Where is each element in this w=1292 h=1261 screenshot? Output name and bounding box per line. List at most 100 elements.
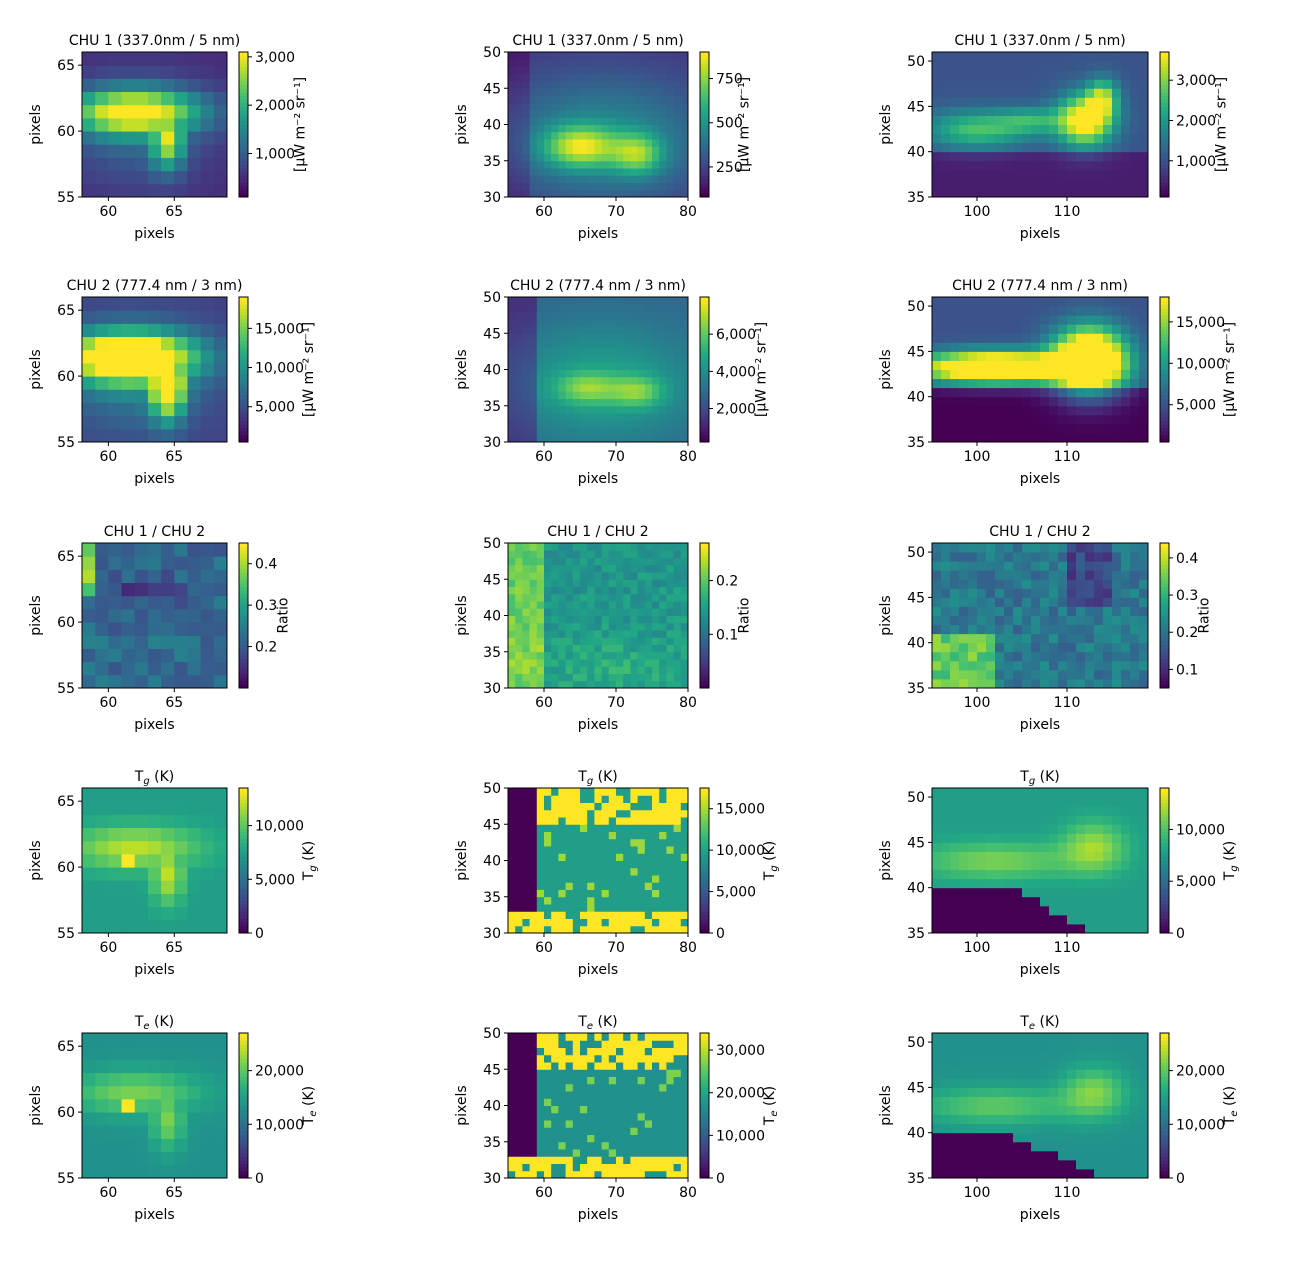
colorbar-segment: [700, 398, 709, 403]
heatmap-cell: [1013, 324, 1023, 334]
heatmap-cell: [623, 376, 631, 385]
heatmap-cell: [1004, 351, 1014, 361]
heatmap-cell: [1058, 306, 1068, 316]
heatmap-cell: [200, 827, 215, 842]
heatmap-cell: [1103, 333, 1113, 343]
heatmap-cell: [1031, 70, 1041, 80]
heatmap-cell: [1004, 52, 1014, 62]
heatmap-cell: [1139, 815, 1149, 825]
heatmap-cell: [587, 622, 595, 631]
heatmap-cell: [623, 579, 631, 587]
heatmap-cell: [1094, 633, 1104, 644]
heatmap-cell: [587, 420, 595, 428]
colorbar-tick-label: 5,000: [255, 400, 295, 416]
heatmap-cell: [515, 824, 523, 832]
heatmap-cell: [174, 1046, 188, 1060]
heatmap-cell: [565, 384, 574, 392]
heatmap-cell: [623, 622, 631, 631]
heatmap-cell: [134, 336, 149, 351]
heatmap-cell: [959, 297, 969, 307]
heatmap-cell: [1013, 70, 1023, 80]
heatmap-cell: [986, 351, 996, 361]
colorbar-segment: [239, 637, 248, 642]
colorbar-segment: [239, 922, 248, 927]
heatmap-cell: [652, 102, 660, 111]
heatmap-cell: [1004, 106, 1014, 116]
heatmap-cell: [601, 802, 610, 811]
heatmap-cell: [1067, 124, 1077, 135]
colorbar-segment: [1160, 615, 1169, 620]
heatmap-cell: [1031, 79, 1041, 89]
heatmap-cell: [147, 622, 162, 636]
colorbar-segment: [700, 918, 709, 923]
heatmap-cell: [616, 666, 624, 674]
heatmap-cell: [134, 1098, 149, 1113]
y-tick-label: 60: [57, 1105, 75, 1121]
heatmap-cell: [995, 642, 1005, 653]
heatmap-cell: [161, 415, 175, 430]
heatmap-cell: [529, 904, 538, 912]
colorbar-segment: [239, 149, 248, 155]
heatmap-cell: [1076, 88, 1086, 98]
heatmap-cell: [161, 389, 175, 403]
y-tick-label: 35: [907, 681, 925, 697]
colorbar-segment: [700, 644, 709, 649]
heatmap-cell: [644, 434, 653, 443]
heatmap-cell: [932, 660, 942, 671]
heatmap-cell: [1130, 815, 1140, 825]
colorbar-segment: [239, 355, 248, 360]
colorbar-segment: [700, 809, 709, 814]
heatmap-cell: [147, 323, 162, 338]
heatmap-cell: [1067, 797, 1077, 807]
heatmap-cell: [536, 52, 545, 60]
heatmap-cell: [544, 543, 552, 551]
heatmap-cell: [968, 788, 978, 798]
heatmap-cell: [1067, 860, 1077, 871]
heatmap-cell: [623, 911, 631, 919]
colorbar-segment: [1160, 875, 1169, 880]
heatmap-cell: [995, 660, 1005, 671]
heatmap-cell: [986, 169, 996, 180]
heatmap-cell: [522, 333, 531, 341]
heatmap-cell: [508, 659, 516, 667]
heatmap-cell: [594, 795, 603, 803]
heatmap-cell: [644, 608, 653, 616]
heatmap-cell: [644, 95, 653, 104]
heatmap-cell: [536, 420, 545, 428]
heatmap-cell: [932, 70, 942, 80]
heatmap-cell: [544, 550, 552, 558]
heatmap-cell: [594, 846, 603, 854]
heatmap-cell: [200, 428, 215, 443]
heatmap-cell: [659, 824, 667, 832]
heatmap-cell: [558, 918, 567, 927]
heatmap-cell: [986, 396, 996, 407]
heatmap-cell: [108, 104, 123, 119]
heatmap-cell: [1058, 333, 1068, 343]
heatmap-cell: [637, 564, 646, 573]
heatmap-cell: [558, 817, 567, 825]
heatmap-cell: [995, 306, 1005, 316]
heatmap-cell: [977, 306, 987, 316]
heatmap-cell: [608, 66, 617, 75]
heatmap-cell: [1103, 306, 1113, 316]
colorbar-segment: [1160, 171, 1169, 176]
heatmap-cell: [1058, 860, 1068, 871]
colorbar-tick-label: 4,000: [716, 364, 756, 380]
heatmap-cell: [522, 659, 531, 667]
heatmap-cell: [551, 557, 559, 566]
heatmap-cell: [508, 73, 516, 82]
heatmap-cell: [1076, 651, 1086, 662]
heatmap-cell: [941, 833, 951, 843]
heatmap-cell: [529, 550, 538, 558]
heatmap-cell: [1004, 115, 1014, 125]
heatmap-cell: [680, 838, 689, 847]
y-axis-label: pixels: [454, 104, 470, 144]
heatmap-cell: [1076, 142, 1086, 153]
colorbar-segment: [700, 590, 709, 595]
heatmap-cell: [932, 124, 942, 135]
colorbar-segment: [700, 405, 709, 410]
heatmap-cell: [551, 867, 559, 876]
heatmap-cell: [551, 644, 559, 653]
heatmap-cell: [1139, 414, 1149, 425]
heatmap-cell: [977, 115, 987, 125]
